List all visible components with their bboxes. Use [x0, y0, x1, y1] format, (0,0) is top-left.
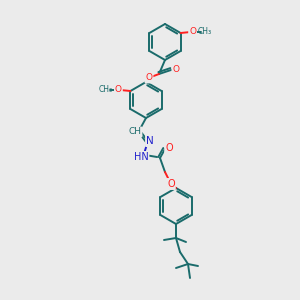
- Text: HN: HN: [134, 152, 148, 162]
- Text: CH: CH: [128, 128, 142, 136]
- Text: CH₃: CH₃: [98, 85, 112, 94]
- Text: N: N: [146, 136, 154, 146]
- Text: O: O: [189, 28, 196, 37]
- Text: O: O: [165, 143, 173, 153]
- Text: O: O: [115, 85, 122, 94]
- Text: O: O: [146, 74, 152, 82]
- Text: CH₃: CH₃: [197, 28, 212, 37]
- Text: O: O: [167, 179, 175, 189]
- Text: O: O: [172, 64, 179, 74]
